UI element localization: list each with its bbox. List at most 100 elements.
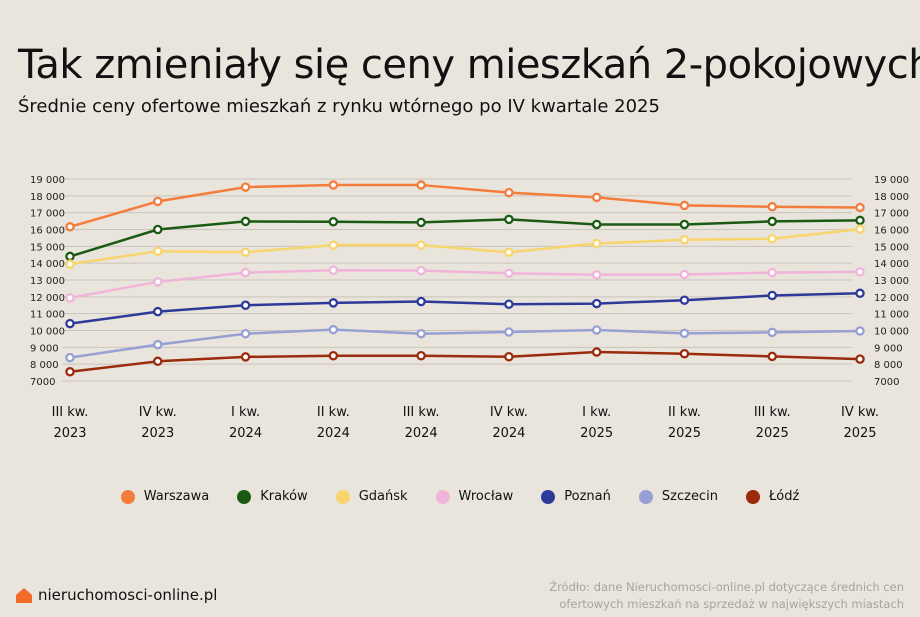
- data-point-Kraków: [679, 219, 690, 230]
- data-point-Szczecin: [153, 339, 163, 350]
- legend-item: Łódź: [745, 489, 800, 504]
- y-tick-label-left: 18 000: [30, 192, 65, 203]
- data-point-Łódź: [416, 350, 426, 361]
- data-point-Łódź: [679, 348, 690, 359]
- legend-item: Szczecin: [638, 489, 718, 504]
- data-point-Warszawa: [591, 192, 602, 203]
- data-point-Warszawa: [65, 222, 75, 232]
- data-point-Szczecin: [767, 327, 777, 338]
- data-point-Warszawa: [153, 196, 163, 207]
- y-tick-label-left: 12 000: [30, 293, 65, 304]
- x-tick-label-year: 2024: [229, 426, 262, 441]
- data-point-Szczecin: [679, 328, 690, 339]
- legend-swatch: [335, 489, 350, 504]
- legend-swatch: [745, 489, 760, 504]
- x-tick-label: IV kw.: [139, 405, 177, 420]
- data-point-Szczecin: [504, 327, 514, 337]
- data-point-Szczecin: [328, 324, 339, 335]
- series-line-Poznań: [69, 292, 861, 325]
- chart-title: Tak zmieniały się ceny mieszkań 2-pokojo…: [18, 42, 920, 88]
- data-point-Szczecin: [855, 326, 865, 336]
- data-point-Warszawa: [767, 202, 777, 212]
- y-tick-label-right: 19 000: [874, 175, 909, 186]
- y-tick-label-right: 14 000: [874, 259, 909, 270]
- chart-subtitle: Średnie ceny ofertowe mieszkań z rynku w…: [18, 96, 660, 117]
- data-point-Kraków: [240, 216, 251, 227]
- data-point-Łódź: [240, 352, 251, 362]
- data-point-Gdańsk: [591, 238, 602, 249]
- y-tick-label-left: 15 000: [30, 242, 65, 253]
- data-point-Kraków: [591, 219, 602, 230]
- data-point-Łódź: [504, 352, 514, 362]
- y-tick-label-left: 10 000: [30, 327, 65, 338]
- logo-text: nieruchomosci-online.pl: [38, 586, 218, 604]
- legend-item: Warszawa: [120, 489, 210, 504]
- data-point-Wrocław: [679, 269, 690, 280]
- legend-label: Łódź: [768, 489, 800, 504]
- series-line-Łódź: [69, 350, 861, 373]
- y-tick-label-right: 11 000: [874, 310, 909, 321]
- data-point-Wrocław: [328, 265, 339, 275]
- x-tick-label: III kw.: [403, 405, 440, 420]
- legend-swatch: [638, 489, 653, 504]
- y-tick-label-right: 16 000: [874, 226, 909, 237]
- y-tick-label-left: 9 000: [30, 343, 59, 354]
- x-tick-label-year: 2024: [317, 426, 350, 441]
- data-point-Poznań: [65, 318, 75, 329]
- x-tick-label-year: 2023: [141, 426, 174, 441]
- data-point-Poznań: [153, 306, 163, 317]
- legend-item: Kraków: [237, 489, 308, 504]
- legend-label: Szczecin: [661, 489, 718, 504]
- data-point-Poznań: [416, 296, 426, 307]
- y-tick-label-left: 19 000: [30, 175, 65, 186]
- source-line-1: Źródło: dane Nieruchomosci-online.pl dot…: [549, 580, 904, 594]
- y-tick-label-left: 17 000: [30, 209, 65, 220]
- data-point-Szczecin: [240, 328, 251, 339]
- series-line-Kraków: [69, 218, 861, 258]
- data-point-Wrocław: [416, 265, 426, 276]
- y-tick-label-right: 10 000: [874, 327, 909, 338]
- data-point-Warszawa: [240, 182, 251, 192]
- house-icon: [16, 587, 32, 603]
- series-line-Szczecin: [69, 328, 861, 359]
- data-point-Poznań: [240, 300, 251, 310]
- data-point-Wrocław: [153, 277, 163, 287]
- x-tick-label-year: 2025: [756, 426, 789, 441]
- data-point-Łódź: [591, 347, 602, 357]
- y-tick-label-left: 11 000: [30, 310, 65, 321]
- data-point-Łódź: [767, 351, 777, 362]
- source-note: Źródło: dane Nieruchomosci-online.pl dot…: [549, 579, 904, 613]
- x-tick-label: III kw.: [754, 405, 791, 420]
- data-point-Kraków: [855, 215, 865, 226]
- x-tick-label-year: 2024: [492, 426, 525, 441]
- x-tick-label: II kw.: [317, 405, 350, 420]
- data-point-Gdańsk: [504, 247, 514, 257]
- y-tick-label-right: 17 000: [874, 209, 909, 220]
- data-point-Gdańsk: [240, 247, 251, 257]
- y-tick-label-left: 7000: [30, 377, 55, 388]
- series-line-Warszawa: [69, 183, 861, 229]
- series-line-Wrocław: [69, 268, 861, 300]
- y-tick-label-left: 8 000: [30, 360, 59, 371]
- data-point-Gdańsk: [855, 224, 865, 234]
- y-tick-label-left: 13 000: [30, 276, 65, 287]
- data-point-Poznań: [504, 299, 514, 309]
- data-point-Szczecin: [416, 328, 426, 339]
- x-tick-label: II kw.: [668, 405, 701, 420]
- data-point-Poznań: [767, 290, 777, 301]
- data-point-Łódź: [153, 356, 163, 367]
- legend-swatch: [435, 489, 450, 504]
- y-tick-label-right: 13 000: [874, 276, 909, 287]
- y-tick-label-left: 16 000: [30, 226, 65, 237]
- data-point-Gdańsk: [153, 246, 163, 256]
- data-point-Wrocław: [855, 267, 865, 277]
- data-point-Łódź: [328, 350, 339, 361]
- data-point-Gdańsk: [679, 235, 690, 245]
- data-point-Poznań: [679, 295, 690, 305]
- legend-label: Warszawa: [143, 489, 210, 504]
- x-tick-label: I kw.: [582, 405, 611, 420]
- data-point-Poznań: [855, 288, 865, 299]
- legend-swatch: [120, 489, 135, 504]
- legend-label: Gdańsk: [358, 489, 408, 504]
- data-point-Kraków: [504, 214, 514, 225]
